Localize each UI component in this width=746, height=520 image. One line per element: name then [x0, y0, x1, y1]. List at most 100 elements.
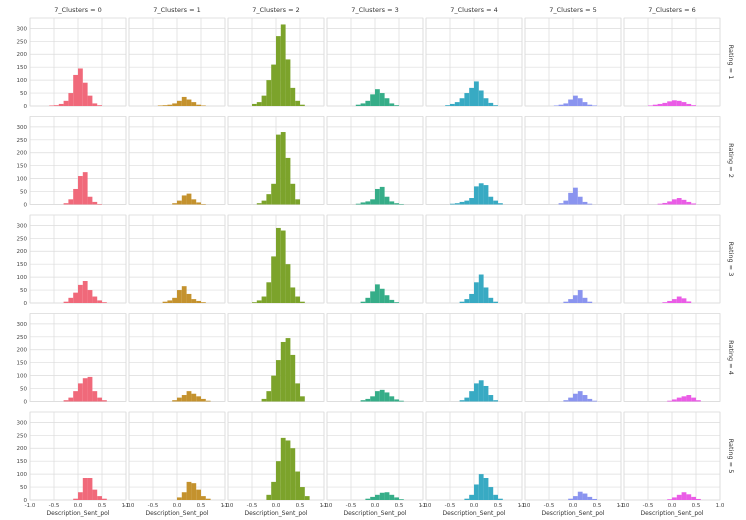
- histogram-bar: [474, 81, 479, 106]
- histogram-bar: [78, 176, 83, 205]
- facet-panel: [623, 116, 721, 205]
- histogram-bar: [102, 498, 107, 500]
- y-tick-label: 50: [20, 387, 27, 393]
- histogram-bar: [196, 396, 201, 402]
- histogram-bar: [73, 292, 78, 303]
- histogram-bar: [360, 202, 366, 205]
- histogram-bar: [365, 398, 371, 402]
- histogram-bar: [87, 196, 93, 205]
- facet-panel: [326, 313, 424, 402]
- x-tick-label: 1.0: [617, 503, 626, 509]
- facet-panel: [128, 116, 226, 205]
- histogram-bar: [672, 299, 677, 303]
- histogram-bar: [181, 492, 187, 500]
- y-tick-label: 250: [17, 39, 28, 45]
- histogram-bar: [691, 496, 696, 500]
- histogram-bar: [577, 491, 583, 500]
- x-tick-label: 0.0: [569, 503, 578, 509]
- facet-panel: -1.0 -0.5 0.0 0.5 1.0 Description_Sent_pol: [223, 411, 329, 517]
- histogram-bar: [78, 492, 83, 500]
- histogram-bar: [563, 400, 569, 402]
- histogram-bar: [196, 489, 201, 500]
- histogram-bar: [266, 80, 272, 106]
- histogram-bar: [445, 105, 450, 106]
- histogram-bar: [360, 103, 366, 106]
- histogram-bar: [97, 300, 102, 303]
- y-tick-label: 300: [17, 125, 28, 131]
- histogram-bar: [681, 492, 687, 500]
- histogram-bar: [483, 385, 489, 402]
- facet-panel: [623, 214, 721, 304]
- histogram-bar: [691, 397, 696, 402]
- histogram-bar: [49, 105, 54, 106]
- histogram-bar: [672, 497, 677, 500]
- histogram-bar: [162, 105, 168, 106]
- histogram-bar: [172, 297, 177, 303]
- histogram-bar: [87, 95, 93, 106]
- x-tick-label: 0.0: [74, 503, 83, 509]
- histogram-bar: [73, 74, 78, 106]
- x-axis-label: Description_Sent_pol: [443, 510, 506, 517]
- histogram-bar: [686, 301, 692, 303]
- histogram-bar: [63, 301, 69, 303]
- histogram-bar: [201, 398, 206, 402]
- x-axis-label: Description_Sent_pol: [47, 510, 110, 517]
- histogram-bar: [469, 87, 474, 106]
- facet-panel: [524, 214, 622, 304]
- facet-panel: [425, 313, 523, 402]
- histogram-bar: [483, 287, 489, 303]
- y-tick-label: 250: [17, 138, 28, 144]
- y-tick-label: 150: [17, 164, 28, 170]
- histogram-bar: [167, 300, 173, 303]
- facet-panel: 0 50 100 150 200 250 300: [17, 116, 127, 209]
- histogram-bar: [459, 301, 465, 303]
- x-tick-label: -1.0: [124, 503, 135, 509]
- x-tick-label: -0.5: [148, 503, 159, 509]
- histogram-bar: [662, 202, 668, 205]
- histogram-bar: [196, 300, 201, 303]
- y-tick-label: 300: [17, 420, 28, 426]
- histogram-bar: [582, 201, 588, 205]
- histogram-bar: [454, 102, 460, 106]
- histogram-bar: [577, 196, 583, 205]
- histogram-bar: [285, 264, 291, 303]
- histogram-bar: [186, 193, 192, 205]
- histogram-bar: [102, 400, 107, 402]
- histogram-bar: [201, 203, 206, 205]
- histogram-bar: [370, 396, 375, 402]
- histogram-bar: [493, 494, 498, 500]
- histogram-bar: [78, 68, 83, 106]
- histogram-bar: [493, 105, 498, 106]
- histogram-bar: [290, 287, 296, 303]
- histogram-bar: [201, 302, 206, 303]
- histogram-bar: [676, 296, 682, 303]
- row-title: Rating = 5: [727, 439, 735, 474]
- histogram-bar: [573, 187, 578, 205]
- facet-panel: [326, 116, 424, 205]
- histogram-bar: [285, 338, 291, 402]
- histogram-bar: [181, 96, 187, 106]
- histogram-bar: [181, 195, 187, 205]
- histogram-bar: [58, 103, 64, 106]
- row-title: Rating = 3: [727, 242, 735, 277]
- facet-panel: [524, 116, 622, 205]
- histogram-bar: [691, 105, 696, 106]
- histogram-bar: [483, 185, 489, 205]
- histogram-bar: [454, 203, 460, 205]
- histogram-bar: [464, 93, 470, 106]
- histogram-bar: [201, 496, 206, 500]
- histogram-bar: [389, 299, 395, 303]
- histogram-bar: [92, 489, 98, 500]
- y-tick-label: 100: [17, 275, 28, 281]
- histogram-bar: [271, 375, 276, 402]
- histogram-bar: [68, 397, 74, 402]
- histogram-bar: [469, 198, 474, 205]
- histogram-bar: [191, 483, 197, 500]
- histogram-bar: [478, 274, 484, 303]
- histogram-bar: [459, 98, 465, 106]
- histogram-bar: [157, 105, 163, 106]
- x-axis-label: Description_Sent_pol: [641, 510, 704, 517]
- histogram-bar: [78, 383, 83, 402]
- histogram-bar: [365, 201, 371, 205]
- histogram-bar: [276, 134, 281, 205]
